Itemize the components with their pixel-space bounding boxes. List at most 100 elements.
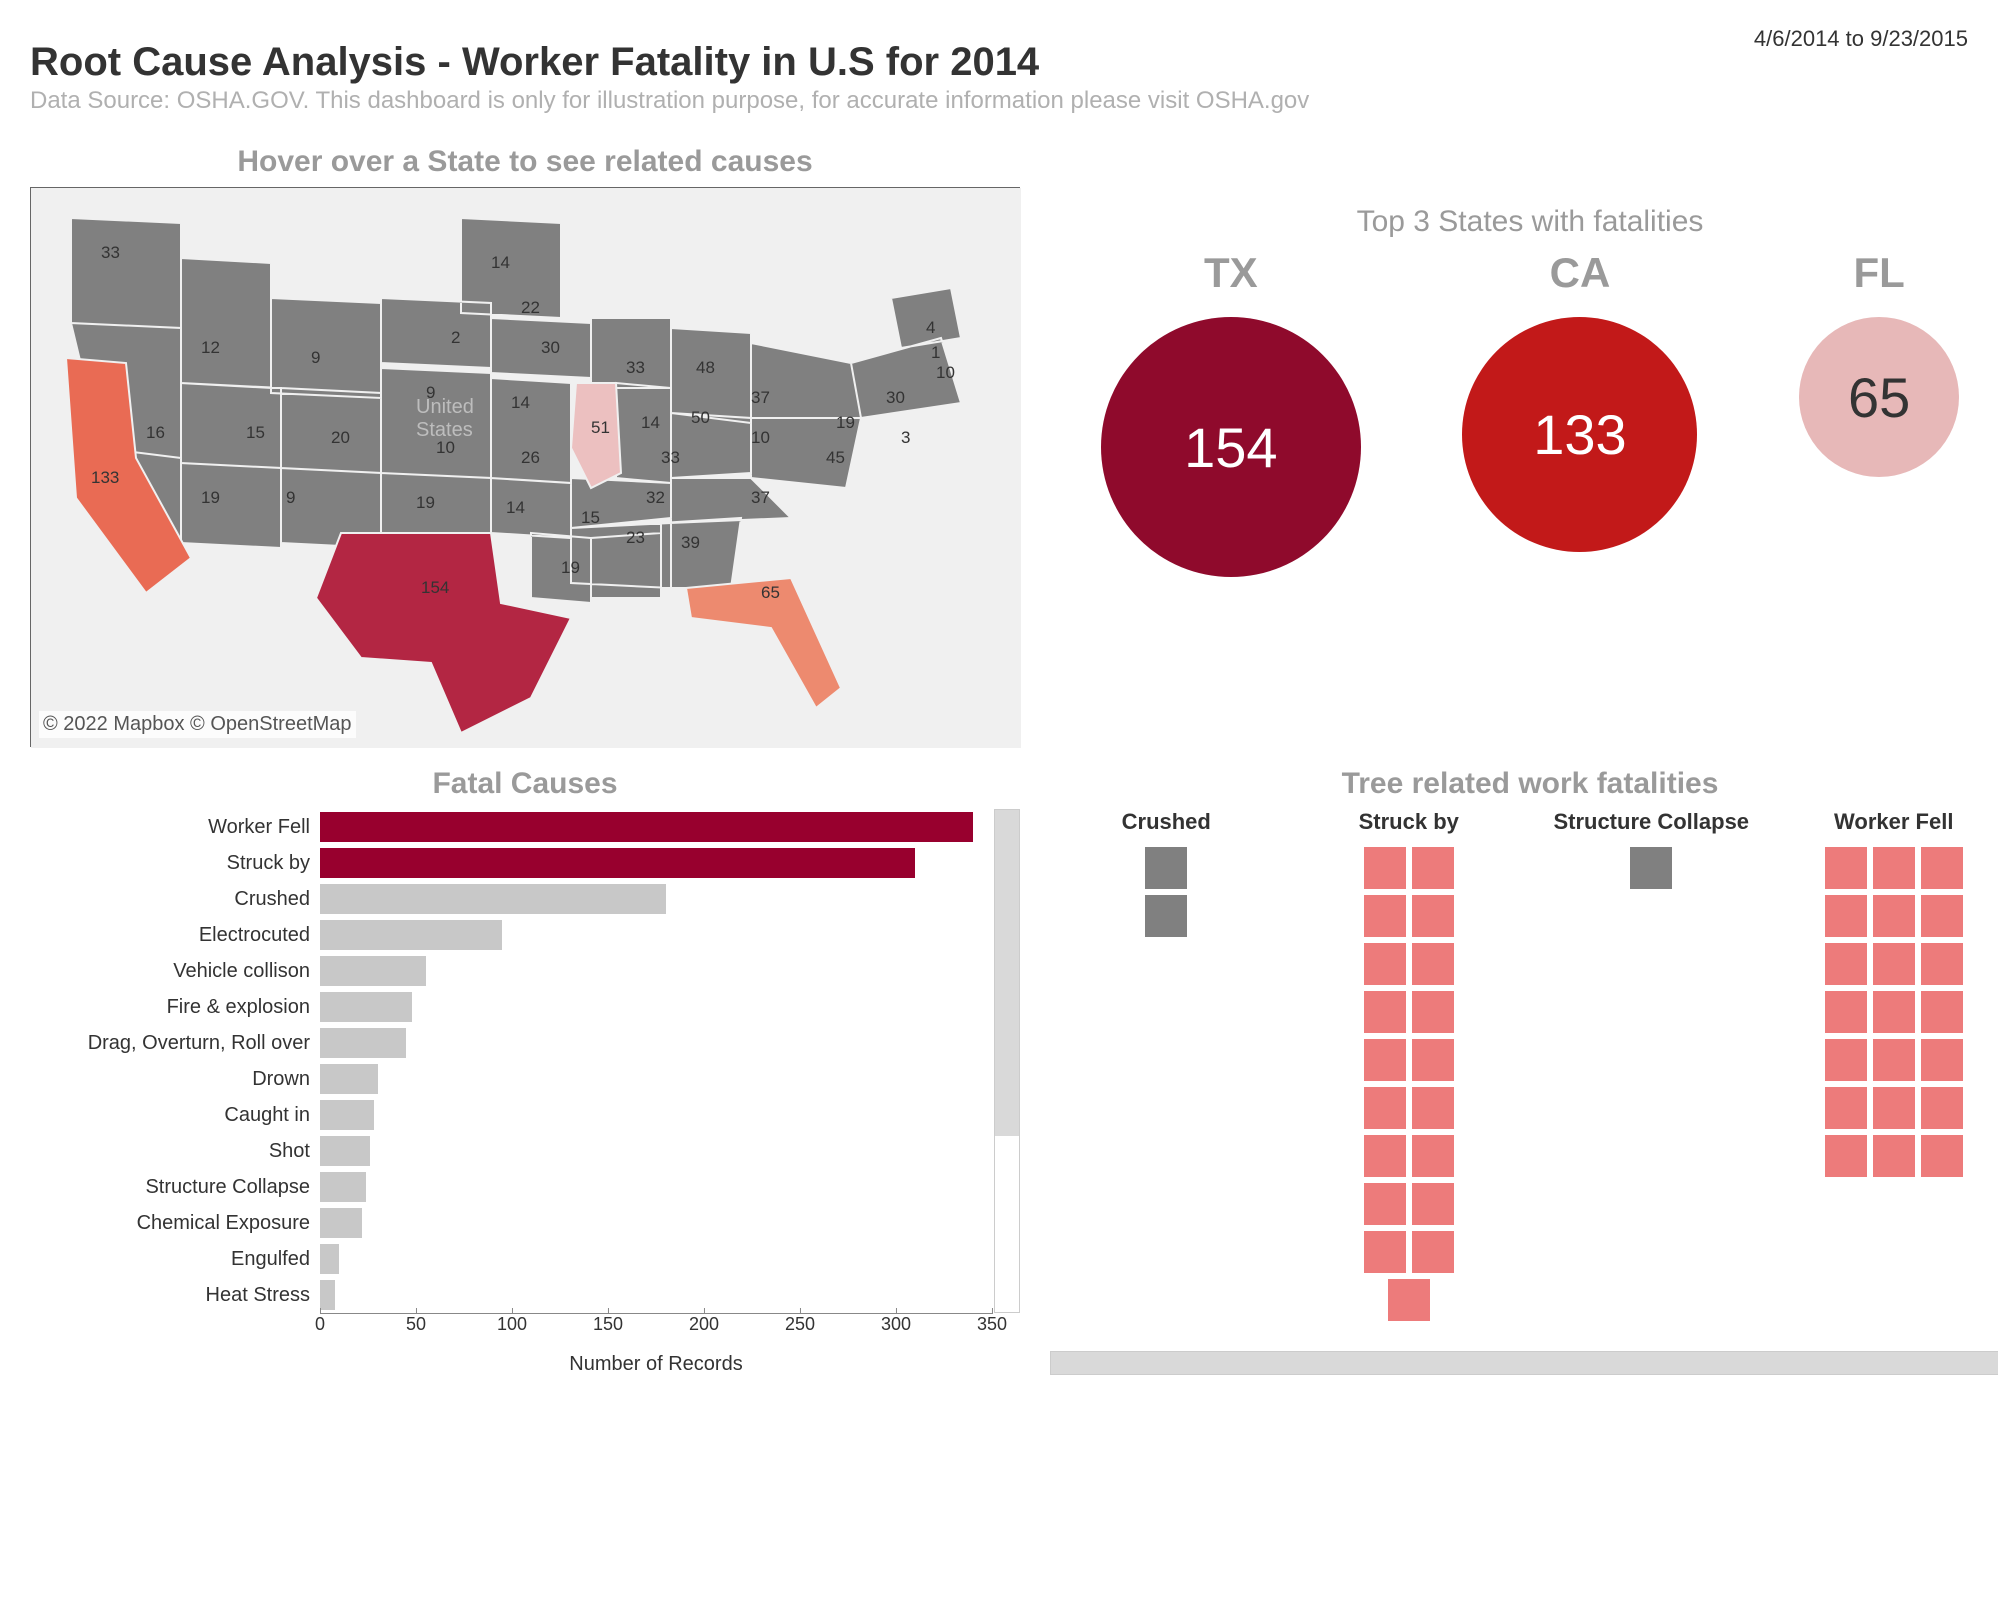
- tree-square[interactable]: [1921, 895, 1963, 937]
- bar-row[interactable]: Crushed: [30, 881, 992, 917]
- bar-fill[interactable]: [320, 1244, 339, 1274]
- tree-square[interactable]: [1412, 895, 1454, 937]
- state-value-label: 15: [581, 508, 600, 528]
- bar-row[interactable]: Vehicle collison: [30, 953, 992, 989]
- tree-square[interactable]: [1388, 1279, 1430, 1321]
- bar-row[interactable]: Engulfed: [30, 1241, 992, 1277]
- bar-fill[interactable]: [320, 956, 426, 986]
- tree-column: Crushed: [1050, 809, 1283, 1321]
- state-value-label: 9: [311, 348, 320, 368]
- bar-row[interactable]: Worker Fell: [30, 809, 992, 845]
- state-value-label: 45: [826, 448, 845, 468]
- us-map[interactable]: United States 33142212230933484110169145…: [30, 187, 1020, 747]
- bar-fill[interactable]: [320, 848, 915, 878]
- scrollbar-thumb[interactable]: [995, 810, 1019, 1136]
- state-value-label: 33: [626, 358, 645, 378]
- tree-square[interactable]: [1921, 847, 1963, 889]
- bar-row[interactable]: Struck by: [30, 845, 992, 881]
- bar-row[interactable]: Shot: [30, 1133, 992, 1169]
- bar-row[interactable]: Drown: [30, 1061, 992, 1097]
- tree-square[interactable]: [1364, 991, 1406, 1033]
- tree-square[interactable]: [1364, 895, 1406, 937]
- bar-row[interactable]: Drag, Overturn, Roll over: [30, 1025, 992, 1061]
- tree-square[interactable]: [1825, 991, 1867, 1033]
- tree-square[interactable]: [1145, 895, 1187, 937]
- state-value-label: 19: [836, 413, 855, 433]
- bar-label: Shot: [30, 1140, 320, 1163]
- axis-tick: 0: [315, 1314, 325, 1335]
- tree-hscrollbar[interactable]: [1050, 1351, 1998, 1375]
- tree-square[interactable]: [1825, 1039, 1867, 1081]
- state-code: TX: [1101, 249, 1361, 297]
- scrollbar-thumb[interactable]: [1051, 1352, 1998, 1374]
- bar-fill[interactable]: [320, 884, 666, 914]
- tree-square[interactable]: [1364, 1087, 1406, 1129]
- bar-row[interactable]: Fire & explosion: [30, 989, 992, 1025]
- tree-square[interactable]: [1364, 1135, 1406, 1177]
- bar-fill[interactable]: [320, 1136, 370, 1166]
- tree-square[interactable]: [1412, 1039, 1454, 1081]
- bar-fill[interactable]: [320, 1100, 374, 1130]
- tree-square[interactable]: [1921, 1039, 1963, 1081]
- bar-fill[interactable]: [320, 1064, 378, 1094]
- bar-row[interactable]: Electrocuted: [30, 917, 992, 953]
- bar-row[interactable]: Structure Collapse: [30, 1169, 992, 1205]
- tree-square[interactable]: [1873, 847, 1915, 889]
- fatal-causes-title: Fatal Causes: [30, 767, 1020, 801]
- state-value-label: 154: [421, 578, 449, 598]
- top3-item[interactable]: CA133: [1462, 249, 1697, 552]
- top3-item[interactable]: TX 154: [1101, 249, 1361, 577]
- top3-item[interactable]: FL65: [1799, 249, 1959, 477]
- tree-square[interactable]: [1873, 991, 1915, 1033]
- tree-square[interactable]: [1873, 1135, 1915, 1177]
- tree-square[interactable]: [1825, 895, 1867, 937]
- tree-square[interactable]: [1364, 943, 1406, 985]
- tree-square[interactable]: [1825, 847, 1867, 889]
- bar-label: Electrocuted: [30, 924, 320, 947]
- tree-square[interactable]: [1364, 1039, 1406, 1081]
- fatality-circle[interactable]: 154: [1101, 317, 1361, 577]
- bar-row[interactable]: Caught in: [30, 1097, 992, 1133]
- tree-square[interactable]: [1412, 1183, 1454, 1225]
- tree-square[interactable]: [1921, 991, 1963, 1033]
- tree-square[interactable]: [1873, 895, 1915, 937]
- tree-square[interactable]: [1412, 1231, 1454, 1273]
- state-value-label: 22: [521, 298, 540, 318]
- state-value-label: 10: [936, 363, 955, 383]
- tree-square[interactable]: [1412, 943, 1454, 985]
- state-value-label: 39: [681, 533, 700, 553]
- bar-fill[interactable]: [320, 920, 502, 950]
- bar-label: Worker Fell: [30, 816, 320, 839]
- bar-fill[interactable]: [320, 1208, 362, 1238]
- tree-square[interactable]: [1412, 991, 1454, 1033]
- tree-square[interactable]: [1412, 1087, 1454, 1129]
- bar-fill[interactable]: [320, 812, 973, 842]
- tree-square[interactable]: [1364, 1183, 1406, 1225]
- tree-square[interactable]: [1921, 1135, 1963, 1177]
- tree-square[interactable]: [1873, 1039, 1915, 1081]
- bar-fill[interactable]: [320, 1172, 366, 1202]
- bar-fill[interactable]: [320, 992, 412, 1022]
- state-value-label: 65: [761, 583, 780, 603]
- tree-square[interactable]: [1364, 847, 1406, 889]
- map-attribution: © 2022 Mapbox © OpenStreetMap: [39, 711, 356, 738]
- bar-row[interactable]: Chemical Exposure: [30, 1205, 992, 1241]
- tree-square[interactable]: [1364, 1231, 1406, 1273]
- fatality-circle[interactable]: 133: [1462, 317, 1697, 552]
- tree-square[interactable]: [1825, 1135, 1867, 1177]
- tree-square[interactable]: [1921, 943, 1963, 985]
- state-value-label: 50: [691, 408, 710, 428]
- tree-square[interactable]: [1921, 1087, 1963, 1129]
- tree-square[interactable]: [1873, 1087, 1915, 1129]
- tree-square[interactable]: [1873, 943, 1915, 985]
- tree-square[interactable]: [1412, 847, 1454, 889]
- tree-square[interactable]: [1825, 943, 1867, 985]
- bar-fill[interactable]: [320, 1028, 406, 1058]
- fatality-circle[interactable]: 65: [1799, 317, 1959, 477]
- bar-fill[interactable]: [320, 1280, 335, 1310]
- tree-square[interactable]: [1630, 847, 1672, 889]
- tree-square[interactable]: [1825, 1087, 1867, 1129]
- fatal-causes-scrollbar[interactable]: [994, 809, 1020, 1313]
- tree-square[interactable]: [1412, 1135, 1454, 1177]
- tree-square[interactable]: [1145, 847, 1187, 889]
